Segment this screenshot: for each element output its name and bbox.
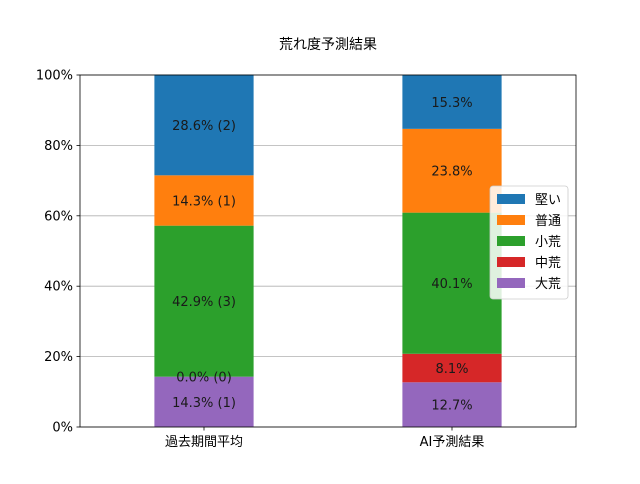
data-label: 12.7% (431, 399, 472, 414)
bar-segment (154, 225, 254, 377)
data-label: 23.8% (431, 165, 472, 180)
legend-label: 小荒 (535, 235, 561, 250)
y-tick-label: 60% (44, 209, 73, 224)
bar-segment (402, 75, 502, 129)
bar-segment (154, 74, 254, 176)
bar-segment (402, 212, 502, 354)
bar-segment (154, 175, 254, 226)
data-label: 28.6% (2) (172, 119, 236, 134)
legend-label: 大荒 (535, 277, 561, 292)
bar-segment (154, 376, 254, 427)
y-tick-label: 0% (52, 421, 73, 436)
y-tick-label: 40% (44, 280, 73, 295)
bars (154, 74, 502, 427)
y-tick-label: 100% (36, 69, 73, 84)
data-label: 14.3% (1) (172, 396, 236, 411)
legend-swatch (497, 257, 525, 267)
legend-swatch (497, 215, 525, 225)
bar-segment (402, 353, 502, 383)
bar-segment (402, 128, 502, 213)
chart-title: 荒れ度予測結果 (279, 37, 377, 53)
data-labels: 14.3% (1) 0.0% (0) 42.9% (3) 14.3% (1) 28.6%… (172, 96, 473, 414)
legend-label: 普通 (535, 214, 561, 229)
legend-box (489, 185, 569, 300)
legend-swatch (497, 194, 525, 204)
y-tick-label: 20% (44, 350, 73, 365)
data-label: 14.3% (1) (172, 194, 236, 209)
x-tick-label: AI予測結果 (420, 435, 485, 450)
legend-swatch (497, 278, 525, 288)
y-tick-label: 80% (44, 139, 73, 154)
legend-label: 中荒 (535, 256, 561, 271)
data-label: 15.3% (431, 96, 472, 111)
data-label: 42.9% (3) (172, 295, 236, 310)
data-label: 0.0% (0) (176, 371, 232, 386)
bar-segment (402, 382, 502, 427)
data-label: 40.1% (431, 277, 472, 292)
plot-frame (79, 74, 577, 428)
axes: 0% 20% 40% 60% 80% 100% 過去期間平均 AI予測結果 (36, 69, 577, 450)
x-tick-label: 過去期間平均 (165, 435, 243, 450)
data-label: 8.1% (435, 362, 468, 377)
legend-swatch (497, 236, 525, 246)
legend-label: 堅い (535, 193, 561, 208)
